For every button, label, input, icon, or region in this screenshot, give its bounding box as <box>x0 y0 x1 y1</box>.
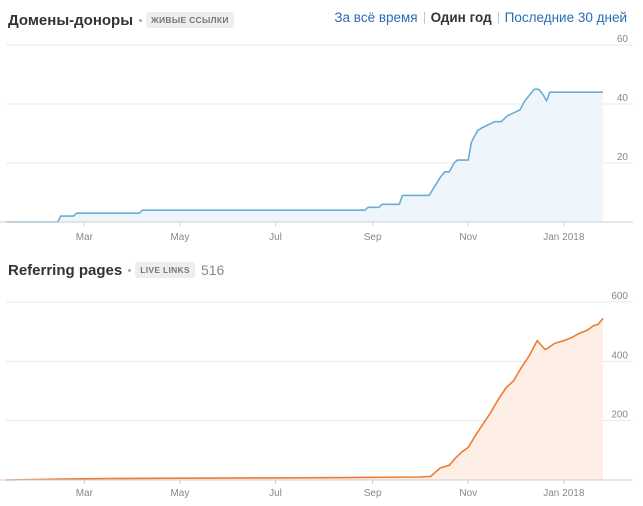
series-line <box>5 317 604 481</box>
referring-pages-header: Referring pages LIVE LINKS 516 <box>8 258 224 282</box>
x-tick-label: Jul <box>269 232 282 243</box>
referring-domains-panel: 20 40 60 Mar May Jul Sep Nov Jan 2018 Домены-дон… <box>0 0 643 248</box>
referring-pages-panel: 200 400 600 Mar May Jul Sep Nov Jan 2018 Referri… <box>0 250 643 506</box>
x-tick-label: Nov <box>459 488 477 499</box>
x-tick-label: Jul <box>269 488 282 499</box>
live-links-badge: ЖИВЫЕ ССЫЛКИ <box>146 12 234 28</box>
tab-last-30-days[interactable]: Последние 30 дней <box>504 10 627 25</box>
x-tick-label: Sep <box>364 232 382 243</box>
referring-pages-count: 516 <box>200 262 225 278</box>
x-tick-label: May <box>170 232 189 243</box>
tab-all-time[interactable]: За всё время <box>334 10 418 25</box>
x-tick-label: Jan 2018 <box>543 488 585 499</box>
referring-pages-chart: 200 400 600 Mar May Jul Sep Nov Jan 2018 <box>0 291 633 499</box>
series-line <box>6 88 603 223</box>
panel-title: Referring pages <box>8 261 123 279</box>
x-tick-label: May <box>170 488 189 499</box>
tab-separator <box>497 11 499 24</box>
x-tick-label: Mar <box>76 488 94 499</box>
series-area <box>6 318 603 480</box>
live-links-badge: LIVE LINKS <box>135 262 195 278</box>
x-tick-label: Nov <box>459 232 477 243</box>
x-tick-label: Jan 2018 <box>543 232 585 243</box>
x-tick-label: Sep <box>364 488 382 499</box>
separator-dot <box>128 268 132 272</box>
separator-dot <box>139 18 143 22</box>
referring-domains-chart: 20 40 60 Mar May Jul Sep Nov Jan 2018 <box>0 34 633 243</box>
y-tick-label: 600 <box>611 291 628 302</box>
referring-domains-header: Домены-доноры ЖИВЫЕ ССЫЛКИ <box>8 8 234 32</box>
series-area <box>6 89 603 222</box>
y-tick-label: 200 <box>611 410 628 421</box>
tab-one-year[interactable]: Один год <box>430 10 492 25</box>
tab-separator <box>423 11 425 24</box>
x-tick-label: Mar <box>76 232 94 243</box>
panel-title: Домены-доноры <box>8 11 134 29</box>
y-tick-label: 20 <box>617 152 629 163</box>
y-tick-label: 400 <box>611 350 628 361</box>
y-tick-label: 40 <box>617 93 629 104</box>
y-tick-label: 60 <box>617 34 629 45</box>
time-range-tabs: За всё время Один год Последние 30 дней <box>328 10 633 25</box>
